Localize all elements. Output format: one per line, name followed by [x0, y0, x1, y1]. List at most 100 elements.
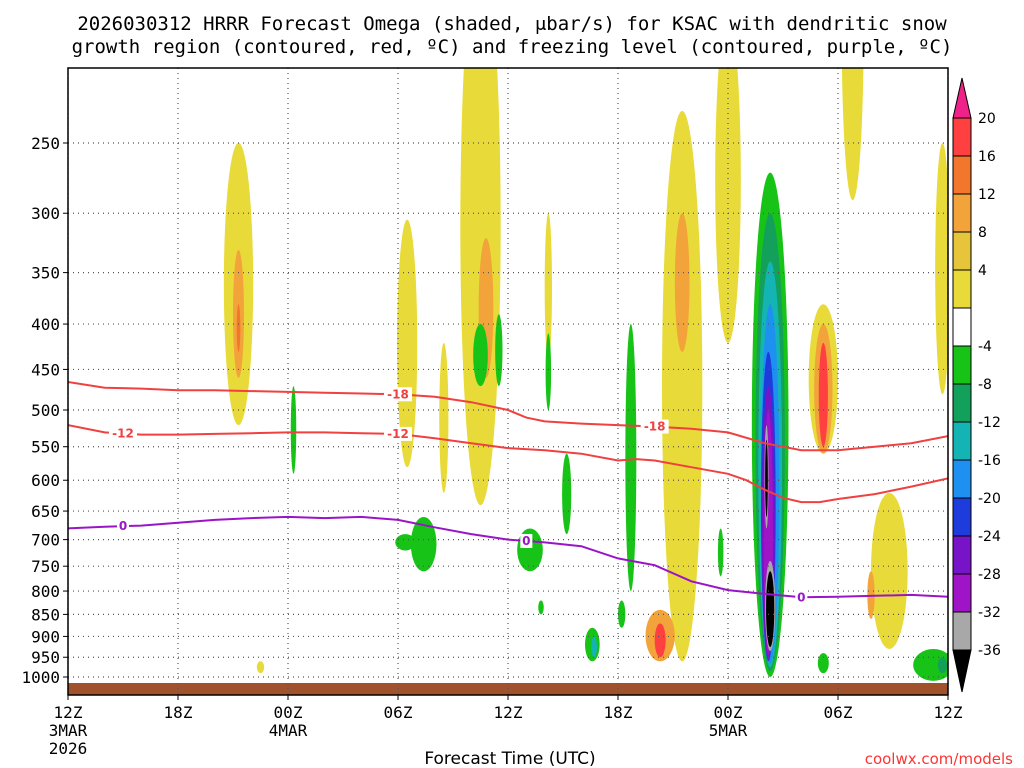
- omega-neg-2330z: [717, 528, 724, 577]
- colorbar-label: -24: [978, 529, 1001, 545]
- omega-neg-1030z: [410, 516, 437, 572]
- contour-label-bg: [109, 426, 137, 441]
- omega-neg-1200z: [495, 314, 503, 387]
- website-credit: coolwx.com/models: [865, 750, 1013, 768]
- colorbar-label: -8: [978, 377, 992, 393]
- omega-neg-06z-low: [817, 653, 829, 674]
- contour-label-bg: [384, 426, 412, 441]
- omega-pos-00z-low: [256, 661, 265, 674]
- contour-label: 0: [522, 534, 530, 548]
- x-axis-label: Forecast Time (UTC): [424, 749, 595, 768]
- colorbar-bottom-arrow: [952, 649, 972, 693]
- y-tick-label: 600: [31, 471, 60, 490]
- omega-pos-low-b: [654, 623, 666, 658]
- contour-label: 0: [119, 519, 127, 533]
- omega-pos-09z-max: [236, 304, 241, 352]
- x-tick-label: 06Z: [384, 703, 413, 722]
- omega-pos-00z: [715, 68, 741, 343]
- contour-label: -18: [644, 420, 666, 434]
- contour-label-bg: [520, 533, 533, 548]
- contour-label-bg: [640, 419, 669, 434]
- contour-label-bg: [117, 519, 129, 534]
- colorbar-segment: [952, 497, 972, 537]
- colorbar-segment: [952, 307, 972, 347]
- colorbar-segment: [952, 117, 972, 157]
- omega-pos-1830z: [460, 68, 501, 506]
- x-tick-label: 12Z: [54, 703, 83, 722]
- x-tick-label: 18Z: [164, 703, 193, 722]
- colorbar-label: -4: [978, 339, 992, 355]
- x-tick-label: 18Z: [604, 703, 633, 722]
- colorbar-segment: [952, 535, 972, 575]
- colorbar-label: 4: [978, 263, 987, 279]
- chart-title-line2: growth region (contoured, red, ºC) and f…: [72, 36, 953, 58]
- colorbar-segment: [952, 573, 972, 613]
- omega-pos-08z-low: [871, 492, 908, 650]
- x-tick-date: 4MAR: [269, 721, 308, 740]
- contour-label-bg: [795, 590, 808, 605]
- y-axis-ticks: 250 300 350 400 450 500 550 600 650 700 750 800 850 9…: [21, 134, 68, 687]
- contour-label: -12: [387, 427, 409, 441]
- y-tick-label: 500: [31, 401, 60, 420]
- omega-pos-06z-top: [841, 68, 864, 201]
- colorbar-top-arrow: [952, 77, 972, 119]
- omega-neg-11z-low: [913, 649, 948, 681]
- omega-core-black-upper: [765, 439, 768, 517]
- omega-neg-1130z: [473, 324, 488, 387]
- omega-neg-11z-core: [937, 657, 948, 674]
- omega-pos-2130z-core: [674, 213, 690, 352]
- y-tick-label: 700: [31, 531, 60, 550]
- x-tick-date: 3MAR: [49, 721, 88, 740]
- colorbar-segment: [952, 345, 972, 385]
- omega-shading: [223, 68, 948, 681]
- y-tick-label: 550: [31, 438, 60, 457]
- y-tick-label: 650: [31, 502, 60, 521]
- contour-label-bg: [384, 387, 412, 402]
- y-tick-label: 350: [31, 264, 60, 283]
- omega-pos-1430z: [439, 342, 449, 493]
- x-tick-label: 12Z: [494, 703, 523, 722]
- colorbar-label: 16: [978, 149, 996, 165]
- x-tick-label: 12Z: [934, 703, 963, 722]
- omega-neg-1400z-low: [538, 600, 544, 615]
- x-tick-label: 06Z: [824, 703, 853, 722]
- chart-title-line1: 2026030312 HRRR Forecast Omega (shaded, …: [77, 13, 947, 35]
- x-tick-date: 5MAR: [709, 721, 748, 740]
- colorbar-segment: [952, 421, 972, 461]
- omega-pos-2130z: [662, 110, 703, 662]
- y-tick-label: 1000: [21, 668, 60, 687]
- colorbar-segment: [952, 193, 972, 233]
- omega-neg-1630z-core: [591, 636, 597, 658]
- y-tick-label: 250: [31, 134, 60, 153]
- colorbar-label: -36: [978, 643, 1001, 659]
- colorbar-label: 20: [978, 111, 996, 127]
- y-tick-label: 850: [31, 605, 60, 624]
- omega-pos-11z-top: [935, 143, 948, 395]
- colorbar-segment: [952, 383, 972, 423]
- omega-neg-07z: [290, 386, 297, 474]
- y-tick-label: 800: [31, 582, 60, 601]
- contour-line--18: [68, 381, 948, 452]
- x-tick-label: 00Z: [714, 703, 743, 722]
- omega-neg-0930z: [395, 534, 416, 551]
- y-tick-label: 950: [31, 648, 60, 667]
- y-tick-label: 400: [31, 315, 60, 334]
- x-tick-label: 00Z: [274, 703, 303, 722]
- colorbar: 20 16 12 8 4 -4 -8 -12 -16 -20 -24 -28 -32 -36: [952, 77, 1001, 693]
- colorbar-segment: [952, 611, 972, 651]
- contour-lines: -18 -18 -12 -12 0 0 0: [68, 381, 948, 605]
- contour-line--12: [68, 424, 948, 504]
- omega-pos-06z-max: [818, 342, 828, 447]
- omega-pos-2300z: [544, 213, 552, 361]
- y-tick-label: 300: [31, 204, 60, 223]
- colorbar-label: -12: [978, 415, 1001, 431]
- contour-label: -12: [112, 427, 134, 441]
- y-tick-label: 900: [31, 627, 60, 646]
- omega-neg-1830z: [625, 324, 637, 592]
- colorbar-label: -16: [978, 453, 1001, 469]
- y-tick-label: 450: [31, 360, 60, 379]
- omega-neg-1800z: [618, 600, 626, 628]
- contour-label: -18: [387, 387, 409, 401]
